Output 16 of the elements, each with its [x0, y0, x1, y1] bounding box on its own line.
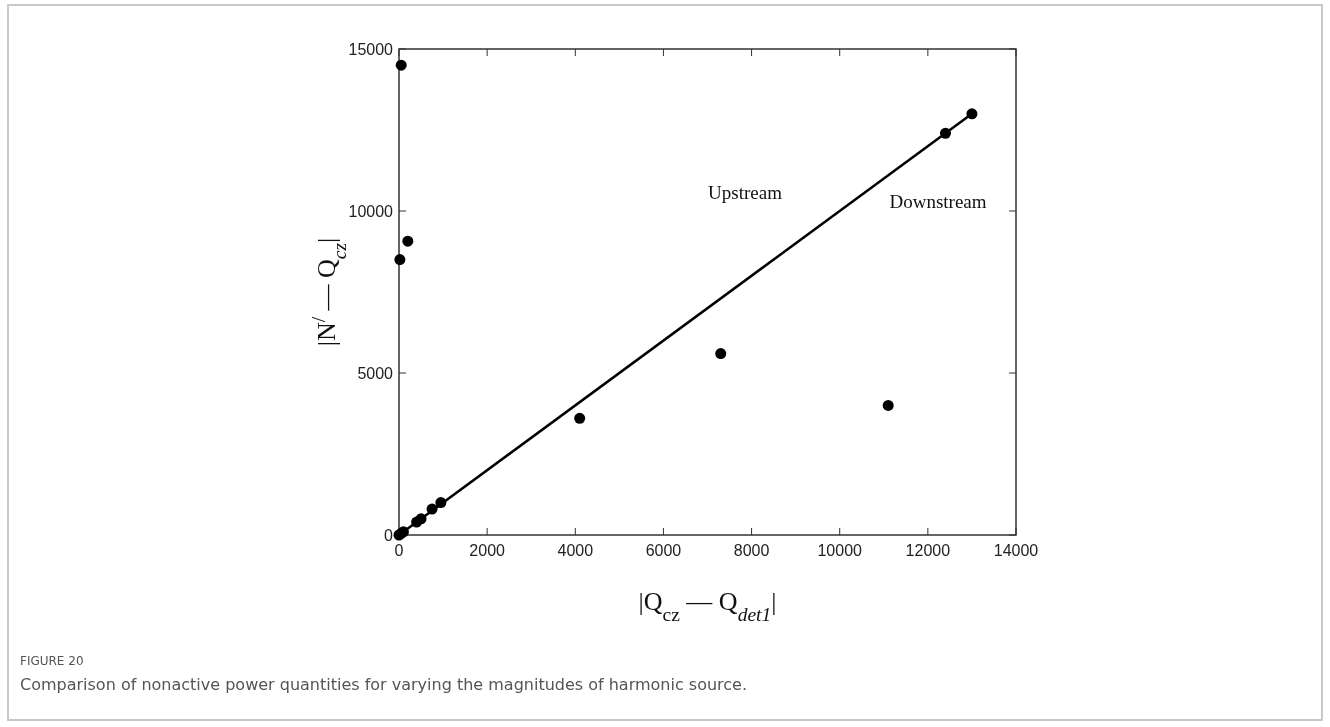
y-tick-label: 5000	[357, 365, 394, 382]
y-tick-label: 15000	[348, 41, 394, 58]
x-tick-label: 14000	[993, 542, 1039, 559]
x-tick-label: 6000	[645, 542, 682, 559]
annotation: Upstream	[708, 182, 783, 203]
x-tick-label: 4000	[557, 542, 594, 559]
x-tick-label: 2000	[469, 542, 506, 559]
annotation: Downstream	[889, 191, 987, 212]
text: Comparison of nonactive power quantities for varying the magnitudes of harmonic source.	[20, 675, 748, 694]
caption: FIGURE 20	[20, 654, 84, 668]
x-tick-label: 10000	[817, 542, 863, 559]
y-tick-label: 10000	[348, 203, 394, 220]
y-tick-label: 0	[384, 527, 394, 544]
x-axis-title: |Q$_{cz}$ — Q$_{det1}$|	[638, 587, 777, 625]
x-tick-label: 12000	[905, 542, 951, 559]
x-tick-label: 8000	[733, 542, 770, 559]
